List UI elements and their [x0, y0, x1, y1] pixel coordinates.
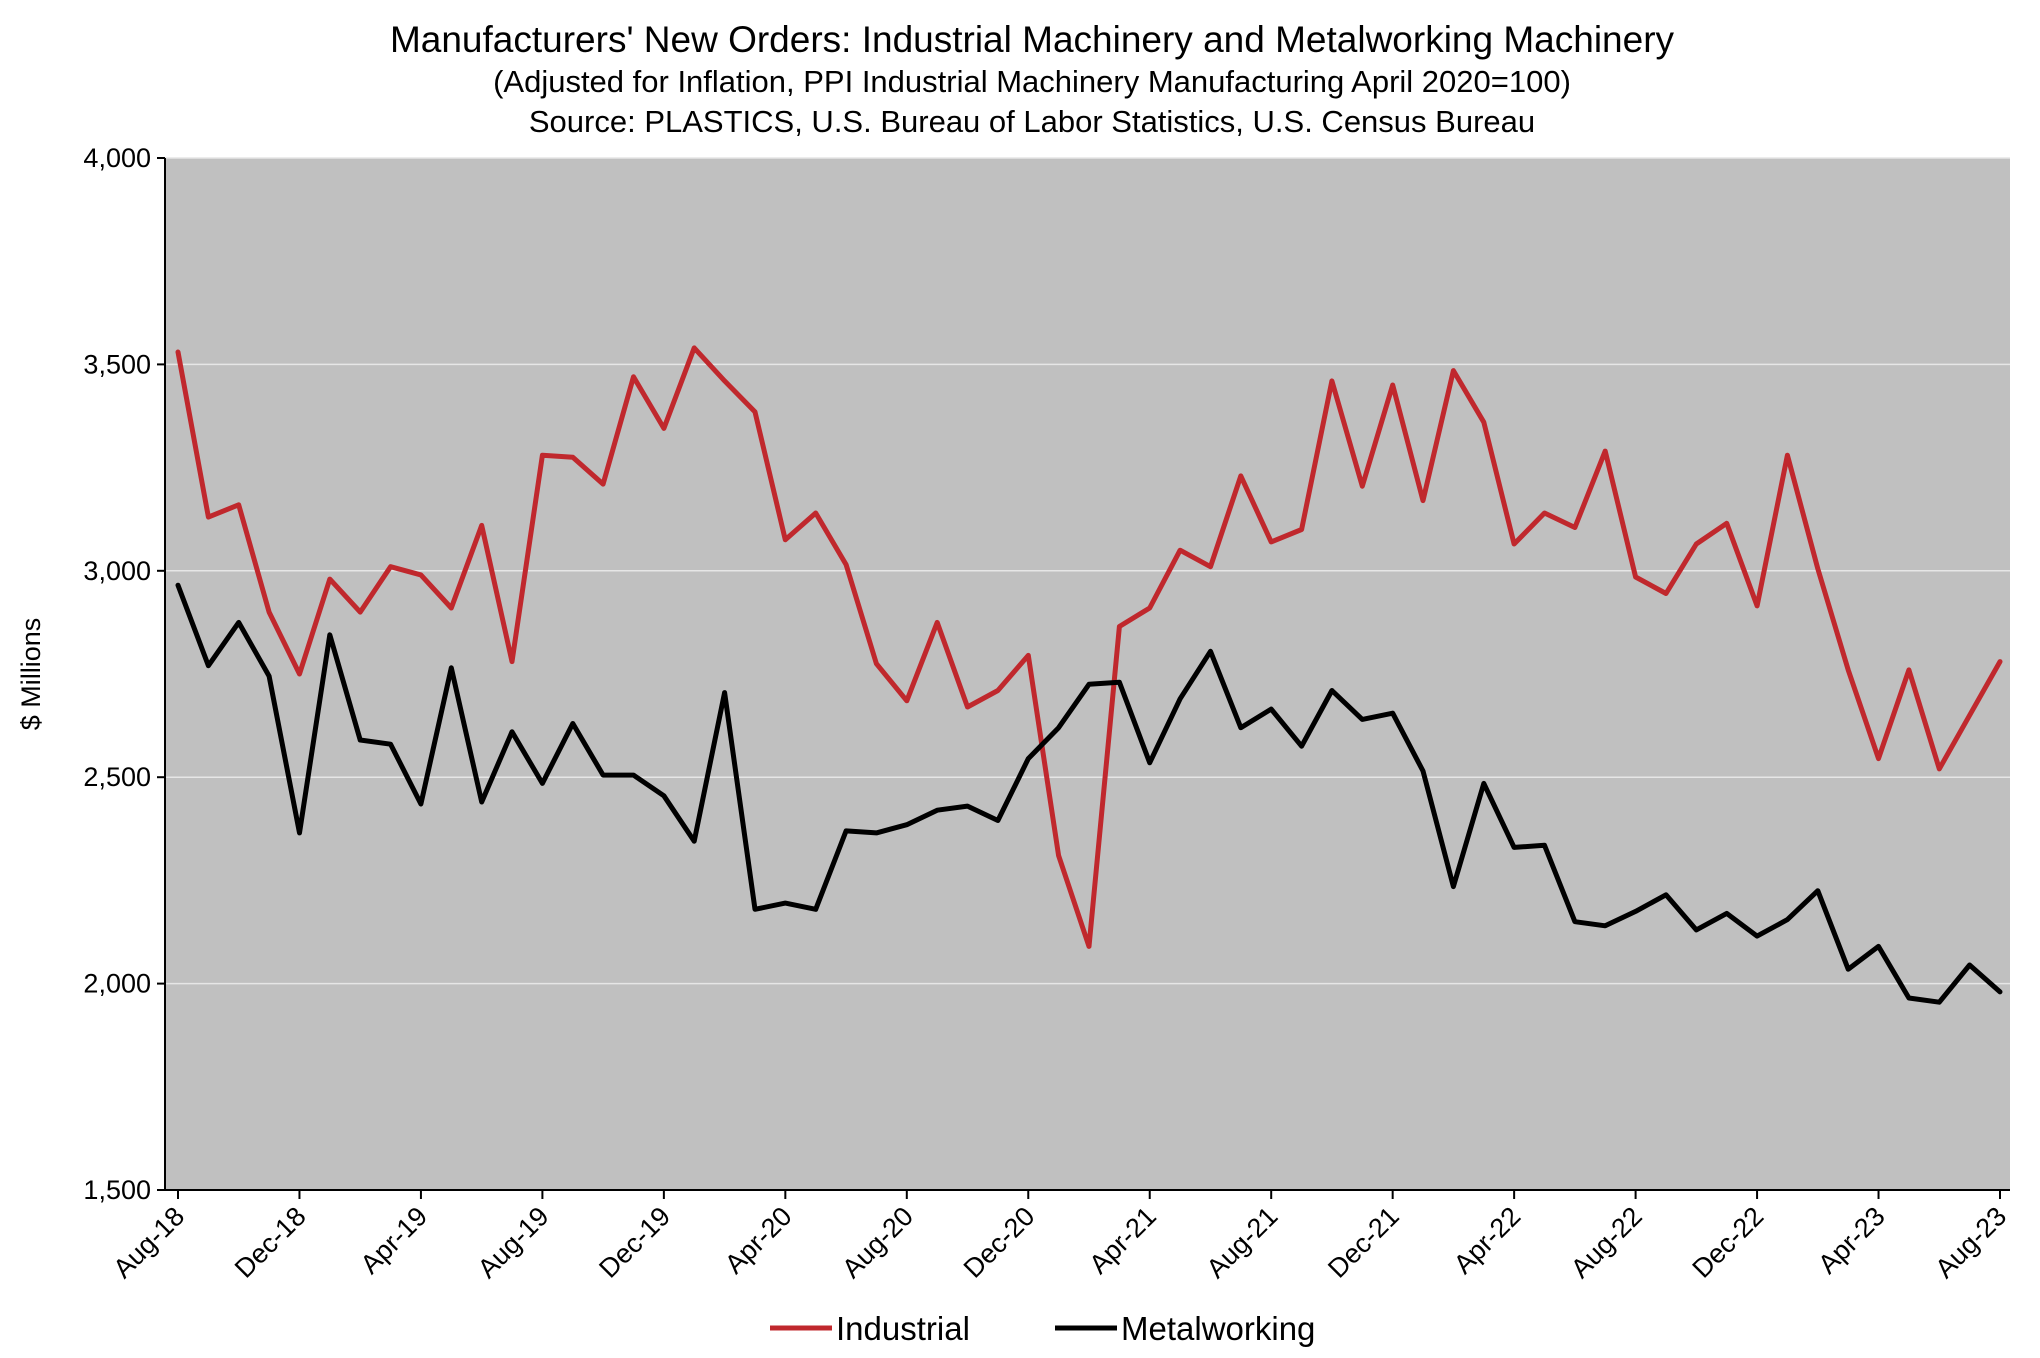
series-line-industrial [175, 345, 2003, 949]
legend-label-metalworking: Metalworking [1121, 1310, 1315, 1347]
chart-source: Source: PLASTICS, U.S. Bureau of Labor S… [529, 104, 1535, 139]
plot-area [165, 158, 2010, 1190]
x-tick-label: Apr-23 [1812, 1201, 1891, 1280]
x-tick-label: Aug-21 [1201, 1201, 1284, 1284]
y-tick-label: 3,500 [83, 349, 151, 379]
y-tick-label: 4,000 [83, 143, 151, 173]
y-tick-label: 3,000 [83, 556, 151, 586]
x-tick-label: Dec-19 [593, 1201, 676, 1284]
x-tick-label: Dec-20 [958, 1201, 1041, 1284]
chart-subtitle: (Adjusted for Inflation, PPI Industrial … [493, 64, 1571, 99]
x-tick-label: Dec-18 [229, 1201, 312, 1284]
y-tick-label: 2,000 [83, 969, 151, 999]
x-tick-label: Apr-20 [719, 1201, 798, 1280]
x-tick-label: Aug-18 [107, 1201, 190, 1284]
x-tick-label: Apr-22 [1448, 1201, 1527, 1280]
x-tick-label: Dec-21 [1322, 1201, 1405, 1284]
x-tick-label: Aug-20 [836, 1201, 919, 1284]
y-tick-label: 2,500 [83, 762, 151, 792]
y-axis-label: $ Millions [16, 618, 46, 731]
x-tick-label: Dec-22 [1687, 1201, 1770, 1284]
legend-label-industrial: Industrial [836, 1310, 970, 1347]
x-tick-label: Aug-22 [1565, 1201, 1648, 1284]
y-tick-label: 1,500 [83, 1175, 151, 1205]
x-tick-label: Aug-19 [472, 1201, 555, 1284]
chart-title: Manufacturers' New Orders: Industrial Ma… [390, 19, 1675, 60]
x-tick-label: Apr-21 [1083, 1201, 1162, 1280]
x-tick-label: Apr-19 [355, 1201, 434, 1280]
x-tick-label: Aug-23 [1929, 1201, 2012, 1284]
series-line-metalworking [175, 582, 2003, 1005]
